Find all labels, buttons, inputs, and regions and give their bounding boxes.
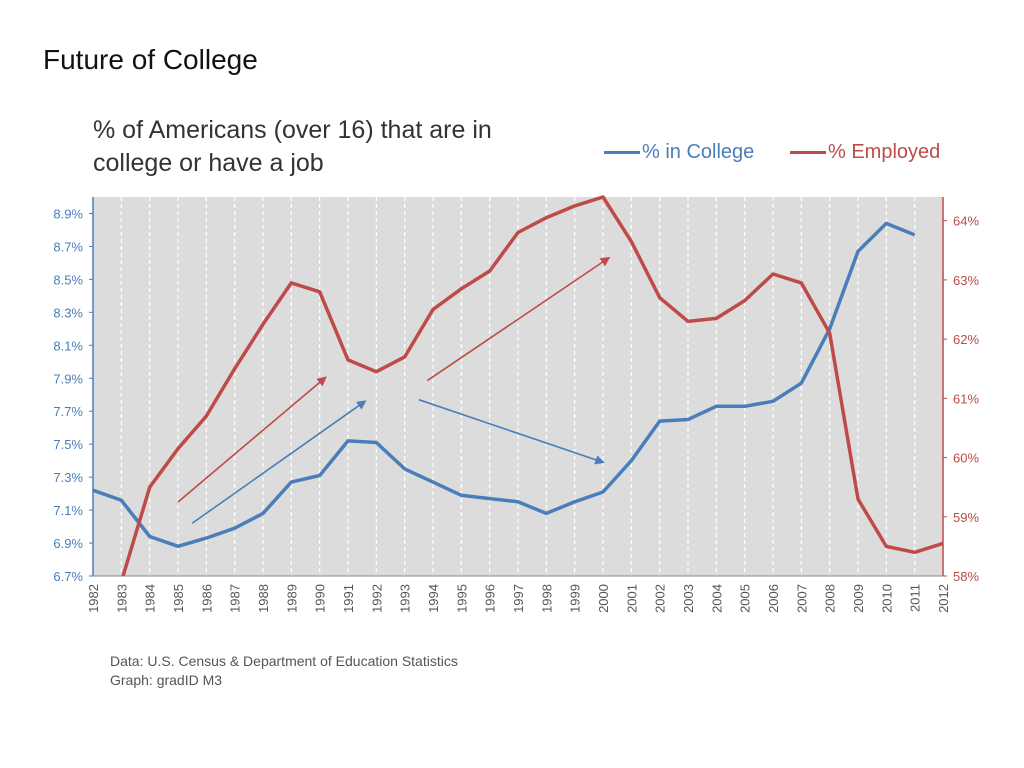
x-tick-label: 1983 <box>114 584 129 613</box>
left-tick-label: 8.1% <box>53 338 83 353</box>
legend-employed-label: % Employed <box>828 141 941 163</box>
x-tick-label: 2002 <box>653 584 668 613</box>
x-tick-label: 1988 <box>256 584 271 613</box>
legend-college-swatch <box>604 151 640 155</box>
x-tick-label: 1998 <box>539 584 554 613</box>
x-tick-label: 1996 <box>483 584 498 613</box>
left-tick-label: 7.7% <box>53 404 83 419</box>
left-tick-label: 6.7% <box>53 569 83 584</box>
x-tick-label: 2000 <box>596 584 611 613</box>
college-series-line <box>93 221 916 549</box>
x-tick-label: 1982 <box>86 584 101 613</box>
left-tick-label: 7.9% <box>53 371 83 386</box>
left-tick-label: 8.9% <box>53 206 83 221</box>
x-tick-label: 2011 <box>908 584 923 612</box>
footnote-data-source: Data: U.S. Census & Department of Educat… <box>110 653 458 669</box>
college-trend-arrow <box>418 398 605 465</box>
x-tick-label: 2010 <box>879 584 894 613</box>
x-tick-label: 1989 <box>284 584 299 613</box>
x-tick-label: 1985 <box>171 584 186 613</box>
x-tick-label: 1986 <box>199 584 214 613</box>
left-tick-label: 7.3% <box>53 470 83 485</box>
x-tick-label: 2006 <box>766 584 781 613</box>
employed-trend-arrow <box>426 256 611 382</box>
gridlines <box>120 197 916 576</box>
x-tick-label: 2001 <box>624 584 639 613</box>
x-tick-label: 2004 <box>709 584 724 613</box>
left-tick-label: 8.5% <box>53 272 83 287</box>
x-tick-label: 1995 <box>454 584 469 613</box>
college-trend-arrow <box>191 400 367 524</box>
x-tick-label: 2008 <box>823 584 838 613</box>
x-tick-label: 1997 <box>511 584 526 613</box>
legend-college: % in College <box>604 141 754 164</box>
left-tick-label: 6.9% <box>53 536 83 551</box>
x-tick-label: 1993 <box>398 584 413 613</box>
x-tick-label: 1994 <box>426 584 441 613</box>
employed-trend-arrow <box>177 376 327 503</box>
x-tick-label: 1990 <box>313 584 328 613</box>
slide-title: Future of College <box>43 44 258 75</box>
footnote-graph-credit: Graph: gradID M3 <box>110 672 223 688</box>
right-tick-label: 60% <box>953 451 979 466</box>
right-tick-label: 61% <box>953 391 979 406</box>
legend-employed: % Employed <box>790 141 940 164</box>
trend-arrows <box>177 256 611 524</box>
x-tick-label: 2012 <box>936 584 951 613</box>
x-tick-label: 1987 <box>228 584 243 613</box>
series-lines <box>93 195 943 576</box>
left-tick-label: 8.7% <box>53 239 83 254</box>
left-tick-label: 8.3% <box>53 305 83 320</box>
x-tick-label: 2009 <box>851 584 866 613</box>
right-tick-label: 63% <box>953 273 979 288</box>
left-tick-label: 7.5% <box>53 437 83 452</box>
right-tick-label: 58% <box>953 569 979 584</box>
right-tick-label: 64% <box>953 214 979 229</box>
legend-college-label: % in College <box>642 141 755 163</box>
x-tick-label: 2003 <box>681 584 696 613</box>
axes <box>89 197 947 577</box>
x-tick-label: 1984 <box>143 584 158 613</box>
x-tick-label: 2005 <box>738 584 753 613</box>
left-tick-label: 7.1% <box>53 503 83 518</box>
x-tick-label: 1999 <box>568 584 583 613</box>
right-tick-label: 62% <box>953 332 979 347</box>
x-tick-label: 1992 <box>369 584 384 613</box>
legend-employed-swatch <box>790 151 826 155</box>
footnote: Data: U.S. Census & Department of Educat… <box>110 652 458 690</box>
x-tick-label: 2007 <box>794 584 809 613</box>
chart-title: % of Americans (over 16) that are in col… <box>93 116 492 177</box>
tick-labels: 6.7% 6.9% 7.1% 7.3% 7.5% 7.7% 7.9% 8.1% 8.3% 8.5%… <box>53 206 979 612</box>
x-tick-label: 1991 <box>341 584 356 613</box>
employed-series-line <box>121 195 943 576</box>
right-tick-label: 59% <box>953 510 979 525</box>
